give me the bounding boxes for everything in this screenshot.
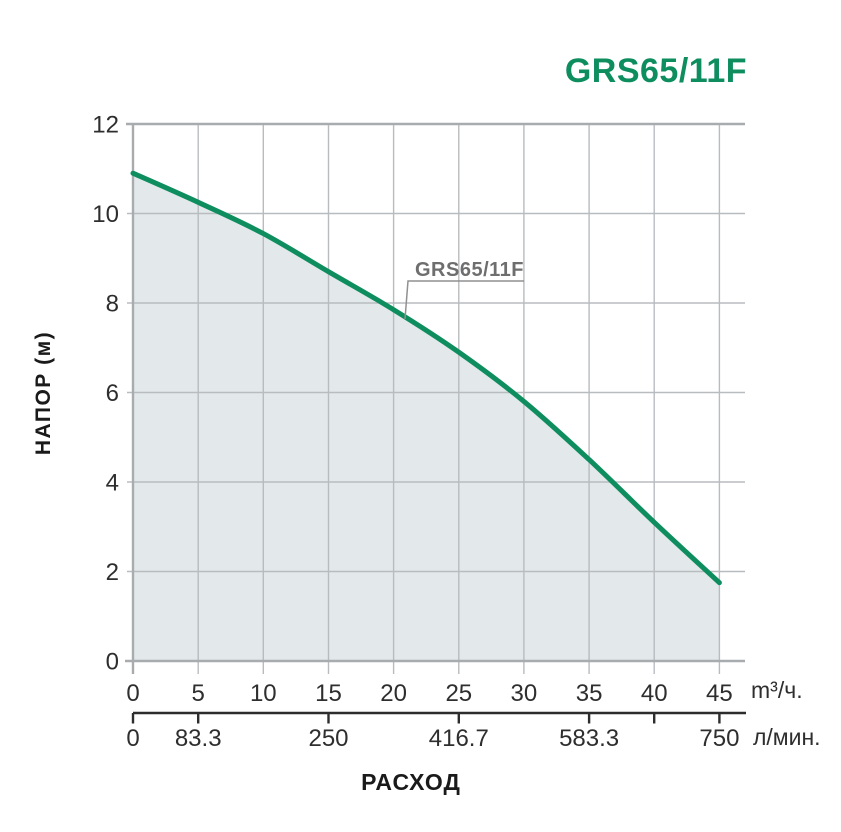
y-axis-title: НАПОР (м) (32, 330, 55, 456)
x-tick-label-primary: 40 (641, 680, 668, 707)
y-tick-label: 6 (106, 380, 119, 407)
y-tick-label: 10 (92, 201, 119, 228)
annotation-label: GRS65/11F (415, 259, 524, 281)
x-tick-labels-secondary: 0 83.3 250 416.7 583.3 750 (126, 725, 739, 752)
x-tick-label-primary: 0 (126, 680, 139, 707)
y-tick-label: 8 (106, 291, 119, 318)
x-tick-label-primary: 20 (380, 680, 407, 707)
y-tick-labels: 0 2 4 6 8 10 12 (92, 112, 119, 676)
x-tick-label-primary: 35 (576, 680, 603, 707)
annotation-leader-line (404, 280, 524, 320)
x-tick-label-secondary: 250 (308, 725, 348, 752)
x-tick-label-secondary: 750 (699, 725, 739, 752)
x-tick-labels-primary: 0 5 10 15 20 25 30 35 40 45 (126, 680, 732, 707)
y-tick-label: 12 (92, 112, 119, 139)
x-tick-label-primary: 10 (250, 680, 277, 707)
grid (127, 124, 745, 674)
x-tick-label-primary: 5 (192, 680, 205, 707)
curve-area-fill (133, 173, 720, 661)
x-axis-unit-secondary: л/мин. (753, 724, 821, 750)
x-tick-label-primary: 15 (315, 680, 342, 707)
page-title: GRS65/11F (564, 52, 747, 90)
x-axis-title: РАСХОД (361, 769, 461, 795)
x-tick-label-primary: 25 (445, 680, 472, 707)
plot-border (125, 122, 745, 674)
x-tick-label-secondary: 416.7 (429, 725, 489, 752)
x-tick-label-secondary: 583.3 (559, 725, 619, 752)
x-tick-label-primary: 45 (706, 680, 733, 707)
pump-curve (130, 170, 722, 586)
x-tick-label-secondary: 0 (126, 725, 139, 752)
curve-annotation: GRS65/11F (404, 259, 524, 320)
x-axis-unit-primary: m³/ч. (751, 677, 803, 703)
y-tick-label: 4 (106, 470, 119, 497)
x-axis-secondary (131, 711, 746, 724)
y-tick-label: 2 (106, 559, 119, 586)
x-tick-label-secondary: 83.3 (175, 725, 222, 752)
y-tick-label: 0 (106, 649, 119, 676)
x-tick-label-primary: 30 (511, 680, 538, 707)
